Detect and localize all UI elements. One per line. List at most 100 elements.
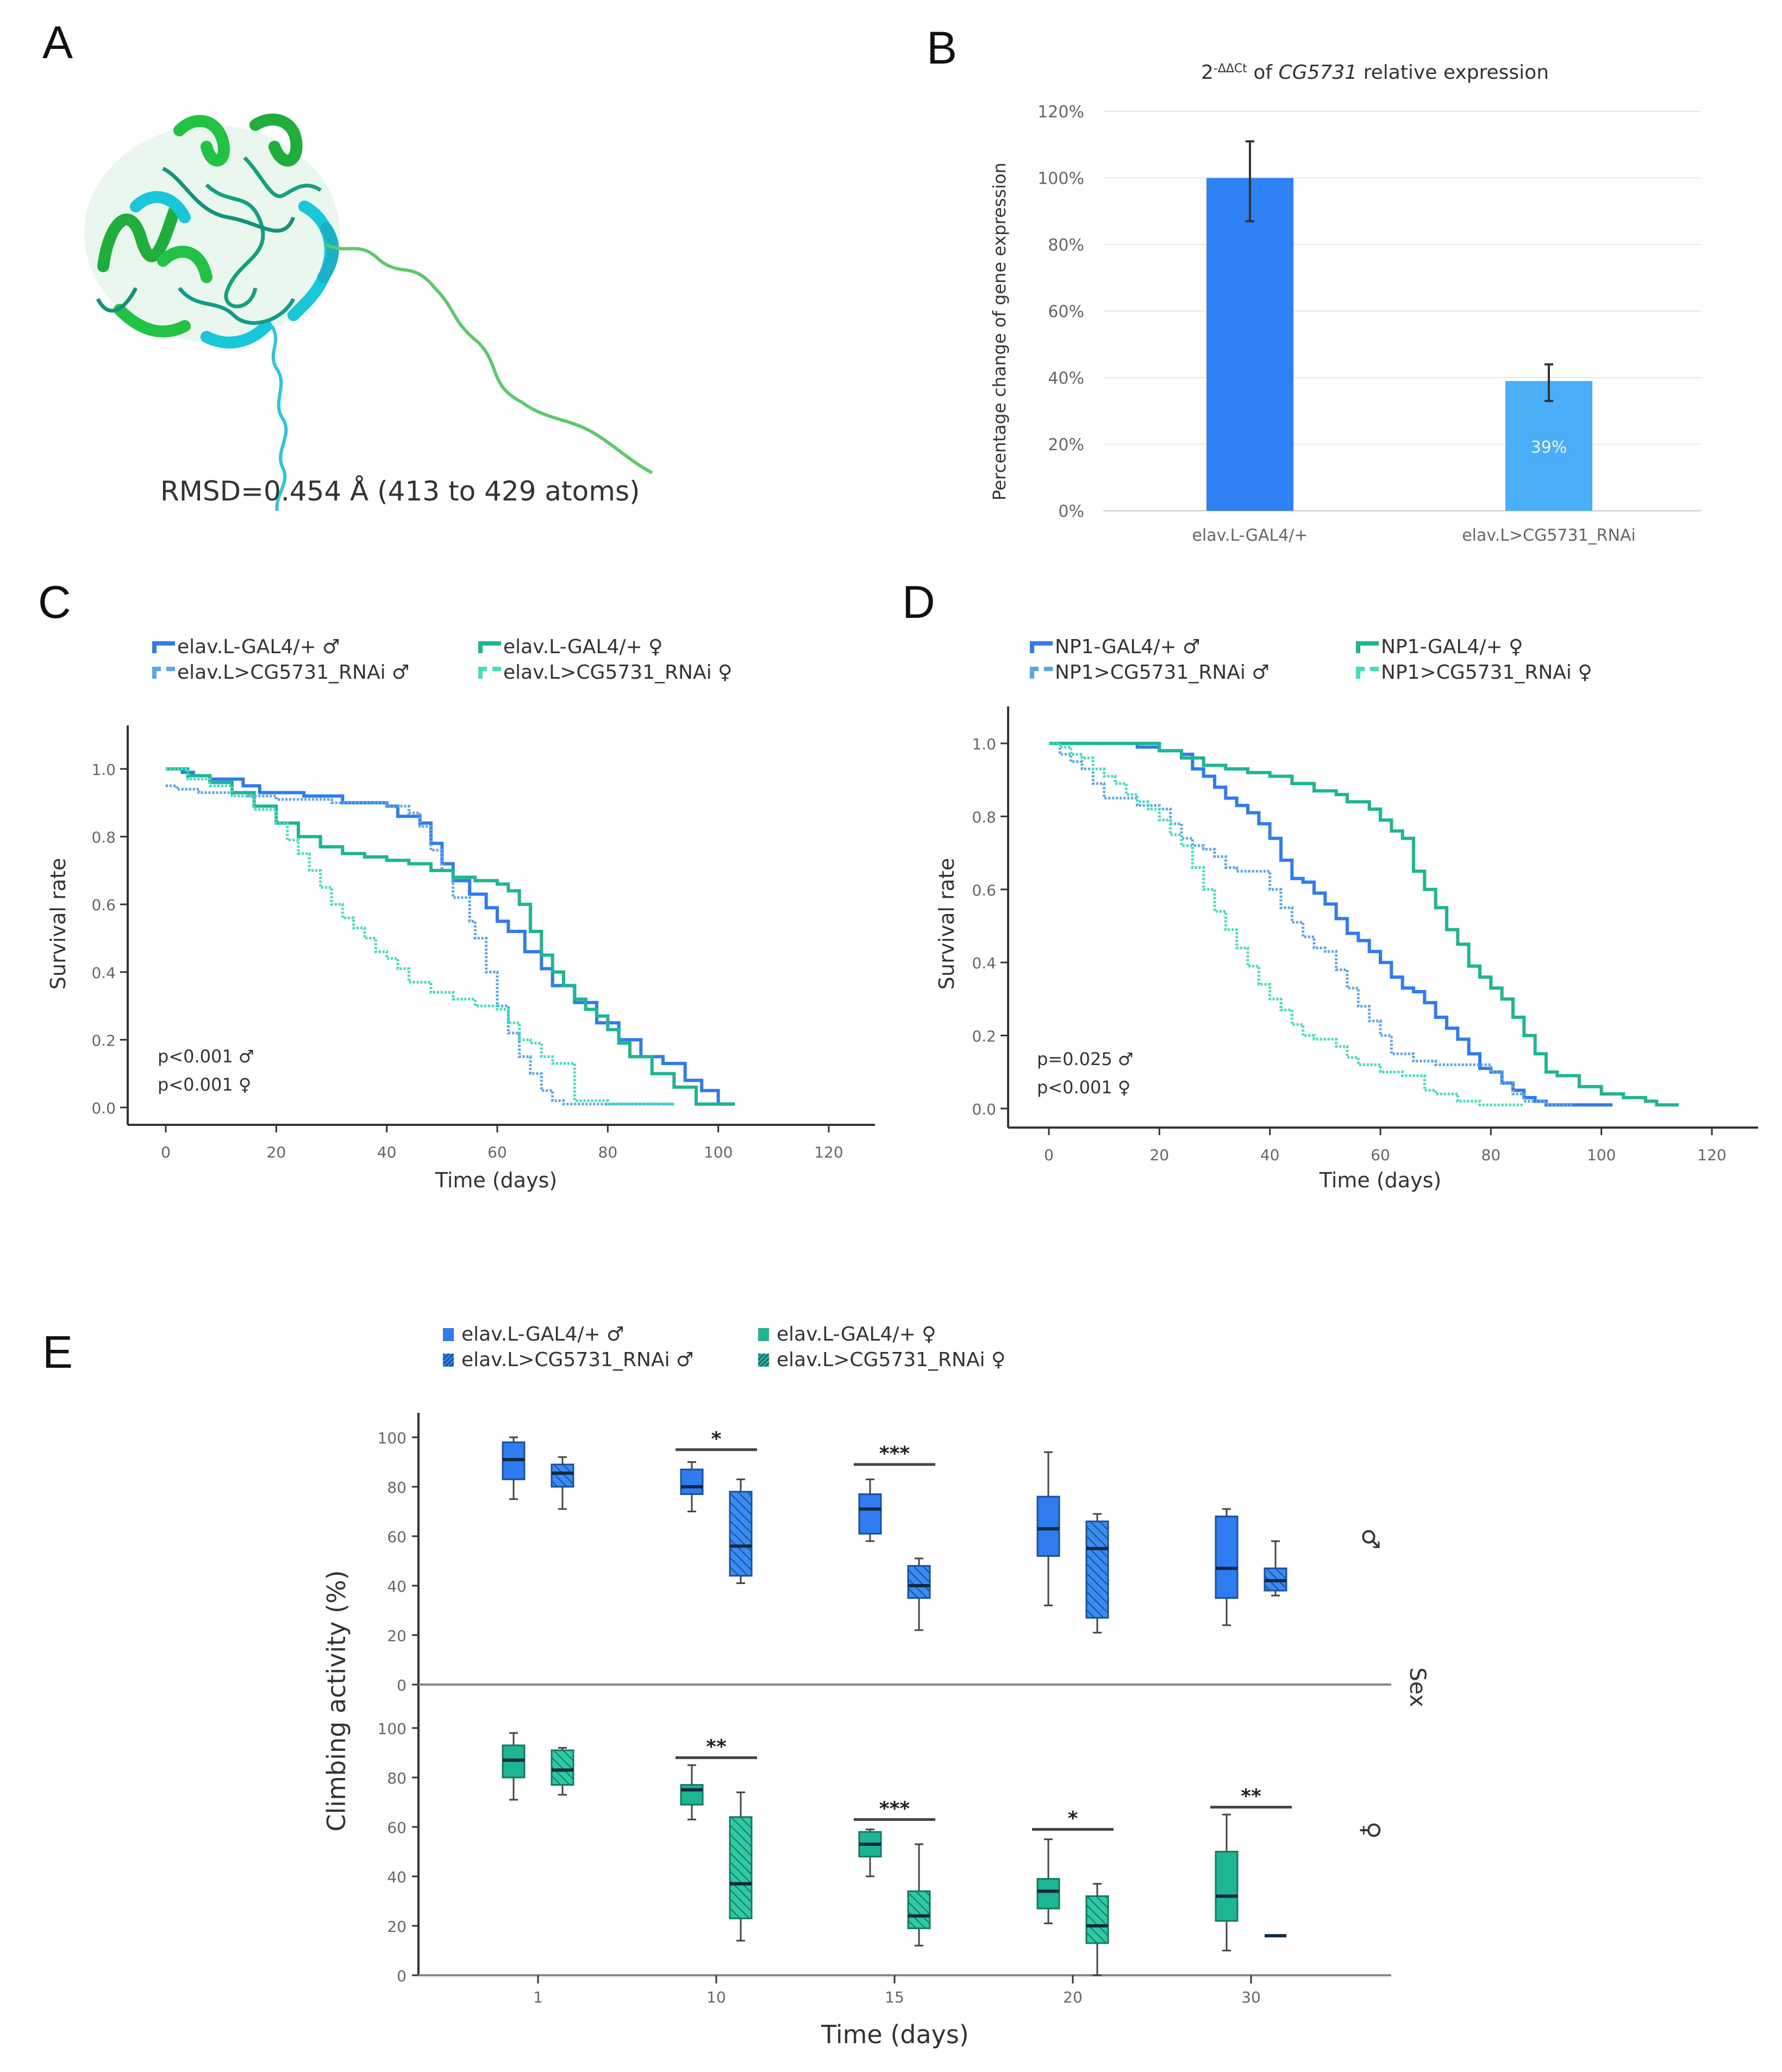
chartC-xtick-label: 60 — [487, 1143, 507, 1161]
chart-e-ytick-label: 80 — [387, 1769, 407, 1787]
chart-b-bar — [1206, 178, 1293, 511]
chart-e-box — [680, 1784, 704, 1806]
chartC-ytick-label: 0.0 — [91, 1099, 116, 1117]
hatched-swatch-icon — [443, 1353, 454, 1367]
chart-c-survival-plot: Survival rate Time (days) p<0.001 ♂ p<0.… — [46, 725, 875, 1192]
chart-d-pvalue-male: p=0.025 ♂ — [1037, 1049, 1134, 1069]
chartC-series-line — [166, 767, 674, 1106]
legend-label: elav.L-GAL4/+ ♀ — [777, 1323, 936, 1345]
chart-e-ytick-label: 80 — [387, 1479, 407, 1497]
chart-e-female-symbol: ♀ — [1357, 1821, 1385, 1839]
chart-b-ytick-label: 100% — [1037, 170, 1084, 189]
chart-e-ylabel: Climbing activity (%) — [322, 1570, 351, 1831]
panel-letter-c: C — [38, 577, 71, 628]
chartD-series-line — [1049, 742, 1524, 1106]
legend-label: NP1-GAL4/+ ♂ — [1055, 636, 1200, 658]
legend-step-line-icon — [152, 641, 175, 653]
legend-step-line-icon — [1030, 666, 1053, 679]
legend-step-line-icon — [152, 666, 175, 679]
chartD-xtick-label: 0 — [1044, 1146, 1054, 1164]
chartD-ytick-label: 0.0 — [972, 1100, 996, 1118]
chartC-series-line — [166, 784, 674, 1106]
chart-e-box — [907, 1890, 931, 1930]
legend-label: elav.L-GAL4/+ ♂ — [177, 636, 340, 658]
chart-e-ytick-label: 100 — [378, 1429, 407, 1447]
legend-label: elav.L>CG5731_RNAi ♀ — [777, 1349, 1006, 1371]
chartC-xtick-label: 40 — [377, 1143, 397, 1161]
chart-b-ytick-label: 80% — [1048, 236, 1084, 255]
panel-letter-d: D — [902, 577, 935, 628]
chart-e-box — [680, 1468, 704, 1495]
chart-c-pvalue-female: p<0.001 ♀ — [158, 1074, 251, 1095]
chart-e-significance-label: ** — [1241, 1786, 1261, 1808]
chart-d-legend-item: NP1-GAL4/+ ♂ — [1030, 636, 1356, 658]
protein-globule — [84, 114, 340, 349]
chartC-ytick-label: 0.2 — [91, 1031, 116, 1049]
chart-e-legend-item: elav.L>CG5731_RNAi ♀ — [758, 1349, 1084, 1371]
legend-label: elav.L-GAL4/+ ♀ — [503, 636, 663, 658]
chartD-xtick-label: 20 — [1150, 1146, 1170, 1164]
chart-e-legend: elav.L-GAL4/+ ♂ elav.L-GAL4/+ ♀ elav.L>CG5… — [443, 1323, 1095, 1388]
chart-e-box — [1036, 1878, 1060, 1910]
chart-b-ytick-label: 20% — [1048, 436, 1084, 455]
chart-e-box — [729, 1491, 753, 1577]
chart-e-ytick-label: 60 — [387, 1528, 407, 1546]
chart-e-ytick-label: 20 — [387, 1918, 407, 1936]
chart-e-xlabel: Time (days) — [821, 2020, 969, 2049]
chart-e-box — [1085, 1520, 1109, 1619]
legend-step-line-icon — [1030, 641, 1053, 653]
chart-e-box — [907, 1565, 931, 1599]
chart-b-category-label: elav.L-GAL4/+ — [1192, 526, 1308, 545]
chart-e-ytick-label: 60 — [387, 1819, 407, 1837]
chart-c-ylabel: Survival rate — [46, 858, 70, 990]
rmsd-caption: RMSD=0.454 Å (413 to 429 atoms) — [160, 475, 640, 507]
chartD-ytick-label: 0.6 — [972, 881, 996, 899]
chart-e-box — [1215, 1851, 1239, 1922]
chartC-xtick-label: 80 — [598, 1143, 618, 1161]
chart-e-legend-item: elav.L-GAL4/+ ♀ — [758, 1323, 1084, 1345]
panel-letter-a: A — [42, 17, 73, 68]
chart-e-box — [1036, 1495, 1060, 1557]
chart-d-legend-item: NP1>CG5731_RNAi ♂ — [1030, 661, 1356, 684]
chartD-ytick-label: 1.0 — [972, 735, 996, 753]
chart-c-legend-item: elav.L>CG5731_RNAi ♀ — [478, 661, 804, 684]
chart-c-legend: elav.L-GAL4/+ ♂ elav.L-GAL4/+ ♀ elav.L>CG5… — [152, 636, 913, 706]
chart-c-legend-item: elav.L-GAL4/+ ♂ — [152, 636, 478, 658]
chartD-xtick-label: 120 — [1697, 1146, 1726, 1164]
chart-c-xlabel: Time (days) — [435, 1168, 557, 1192]
solid-swatch-icon — [758, 1328, 769, 1341]
chart-e-significance-label: * — [711, 1428, 722, 1450]
chart-e-ytick-label: 100 — [378, 1720, 407, 1738]
chart-d-legend-item: NP1>CG5731_RNAi ♀ — [1356, 661, 1682, 684]
chart-d-survival-plot: Survival rate Time (days) p=0.025 ♂ p<0.… — [935, 706, 1758, 1192]
chartC-ytick-label: 1.0 — [91, 761, 116, 779]
legend-label: elav.L-GAL4/+ ♂ — [461, 1323, 624, 1345]
chartC-ytick-label: 0.4 — [91, 964, 116, 982]
panel-letter-b: B — [927, 22, 958, 73]
chart-d-ylabel: Survival rate — [935, 858, 959, 990]
chart-b-ytick-label: 120% — [1037, 103, 1084, 122]
chart-d-legend-item: NP1-GAL4/+ ♀ — [1356, 636, 1682, 658]
chart-b-title: 2-ΔΔCt of CG5731 relative expression — [1201, 61, 1549, 84]
chart-b-bar — [1505, 381, 1592, 511]
legend-step-line-icon — [1356, 666, 1379, 679]
chart-e-ytick-label: 40 — [387, 1868, 407, 1886]
chart-e-box — [858, 1493, 882, 1535]
chart-b-ytick-label: 60% — [1048, 303, 1084, 322]
chart-e-ytick-label: 20 — [387, 1627, 407, 1645]
chart-c-pvalue-male: p<0.001 ♂ — [158, 1046, 254, 1067]
chart-d-xlabel: Time (days) — [1319, 1168, 1441, 1192]
chart-e-xtick-label: 10 — [706, 1988, 726, 2006]
legend-label: NP1>CG5731_RNAi ♀ — [1381, 661, 1592, 684]
chart-b-ytick-label: 40% — [1048, 369, 1084, 388]
chart-b-ylabel: Percentage change of gene expression — [989, 162, 1010, 500]
chart-e-xtick-label: 30 — [1241, 1988, 1261, 2006]
chart-e-ytick-label: 0 — [397, 1676, 407, 1694]
chartC-xtick-label: 100 — [704, 1143, 733, 1161]
chartD-xtick-label: 100 — [1587, 1146, 1616, 1164]
chart-e-xtick-label: 20 — [1063, 1988, 1083, 2006]
chart-e-box-plot: Climbing activity (%) Time (days) Sex ♂ … — [322, 1413, 1430, 2049]
chart-e-ytick-label: 0 — [397, 1967, 407, 1985]
protein-tail-green — [325, 243, 653, 474]
chart-b-bar-chart: 2-ΔΔCt of CG5731 relative expression Per… — [989, 61, 1701, 545]
